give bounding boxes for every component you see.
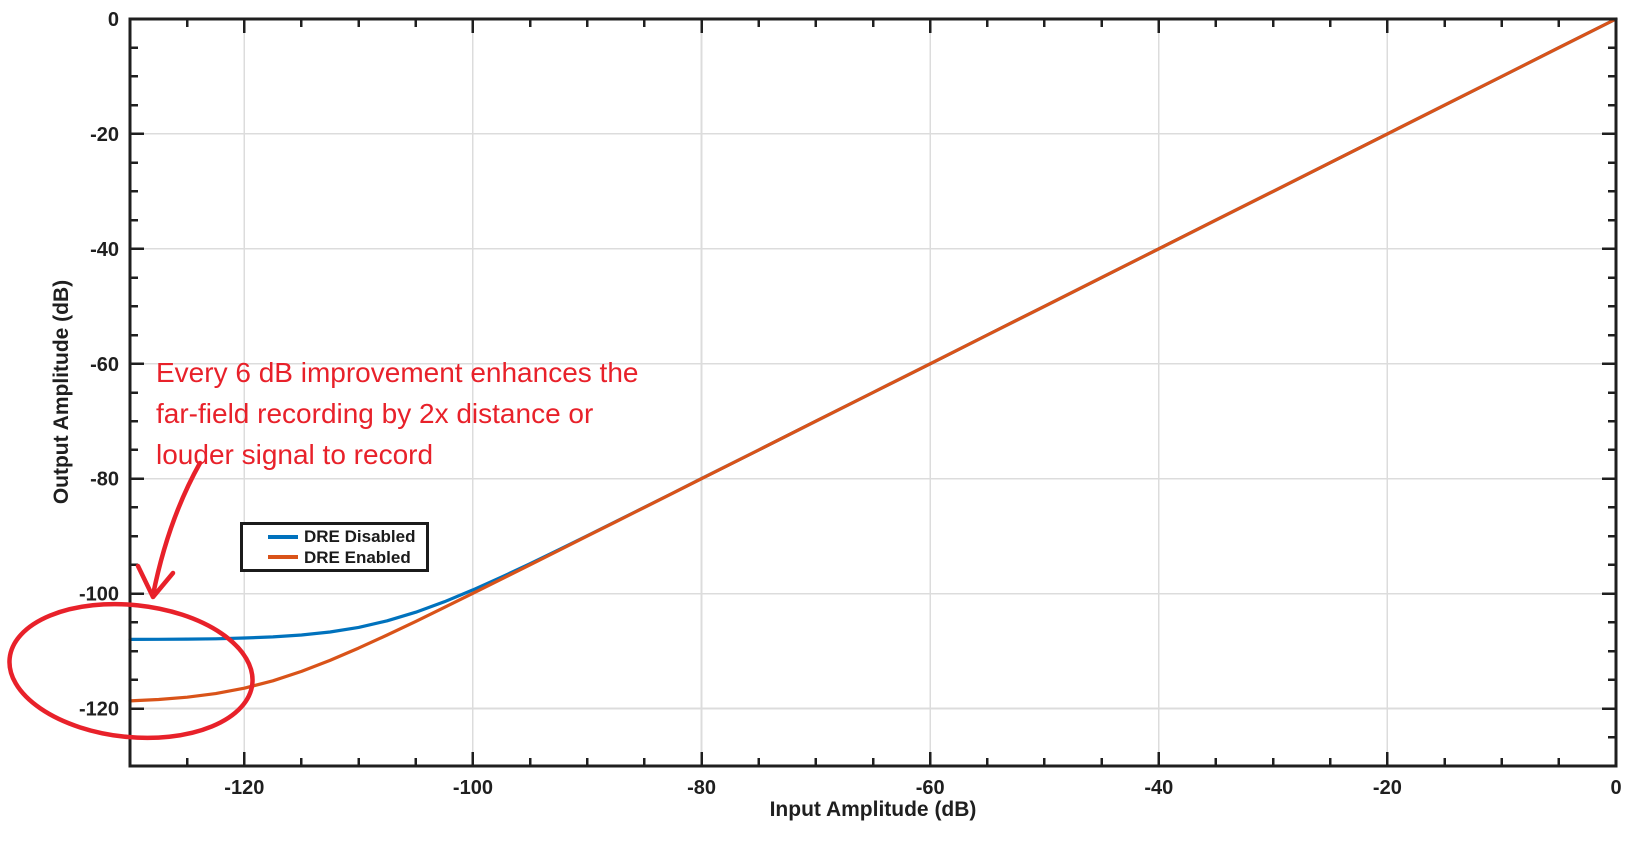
dre-enabled-line-swatch xyxy=(268,555,298,560)
y-tick-label: 0 xyxy=(108,9,119,31)
y-tick-label: -120 xyxy=(79,699,119,721)
gridlines xyxy=(130,19,1616,766)
annotation-shapes xyxy=(7,460,255,741)
legend-entry-dre-disabled[interactable]: DRE Disabled xyxy=(243,528,426,545)
x-tick-label: -20 xyxy=(1373,777,1402,799)
annotation-line-2: far-field recording by 2x distance or xyxy=(156,398,594,429)
x-tick-label: -120 xyxy=(224,777,264,799)
x-axis-title: Input Amplitude (dB) xyxy=(769,798,977,821)
annotation-text: Every 6 dB improvement enhances the far-… xyxy=(156,352,638,475)
annotation-arrow xyxy=(150,460,203,598)
legend[interactable]: DRE Disabled DRE Enabled xyxy=(240,522,429,572)
legend-label-dre-disabled: DRE Disabled xyxy=(304,527,416,547)
y-tick-label: -80 xyxy=(90,469,119,491)
annotation-line-3: louder signal to record xyxy=(156,439,434,470)
highlight-ellipse xyxy=(7,601,255,741)
tick-labels: -120 -100 -80 -60 -40 -20 0 0 -20 -40 -60 -80 -100 -1… xyxy=(79,9,1622,799)
dre-enabled-curve xyxy=(128,17,1618,703)
legend-label-dre-enabled: DRE Enabled xyxy=(304,547,411,567)
y-tick-label: -40 xyxy=(90,239,119,261)
x-tick-label: -60 xyxy=(916,777,945,799)
legend-entry-dre-enabled[interactable]: DRE Enabled xyxy=(243,549,426,566)
dre-disabled-line-swatch xyxy=(268,534,298,539)
x-tick-label: -80 xyxy=(687,777,716,799)
y-tick-label: -60 xyxy=(90,354,119,376)
x-tick-label: 0 xyxy=(1610,777,1621,799)
y-axis-title: Output Amplitude (dB) xyxy=(50,279,73,505)
data-curves xyxy=(128,17,1618,703)
annotation-line-1: Every 6 dB improvement enhances the xyxy=(156,357,639,388)
annotation-arrowhead-icon xyxy=(135,563,176,600)
y-tick-label: -100 xyxy=(79,584,119,606)
x-tick-label: -40 xyxy=(1144,777,1173,799)
x-tick-label: -100 xyxy=(453,777,493,799)
y-tick-label: -20 xyxy=(90,124,119,146)
tick-marks xyxy=(128,17,1618,768)
